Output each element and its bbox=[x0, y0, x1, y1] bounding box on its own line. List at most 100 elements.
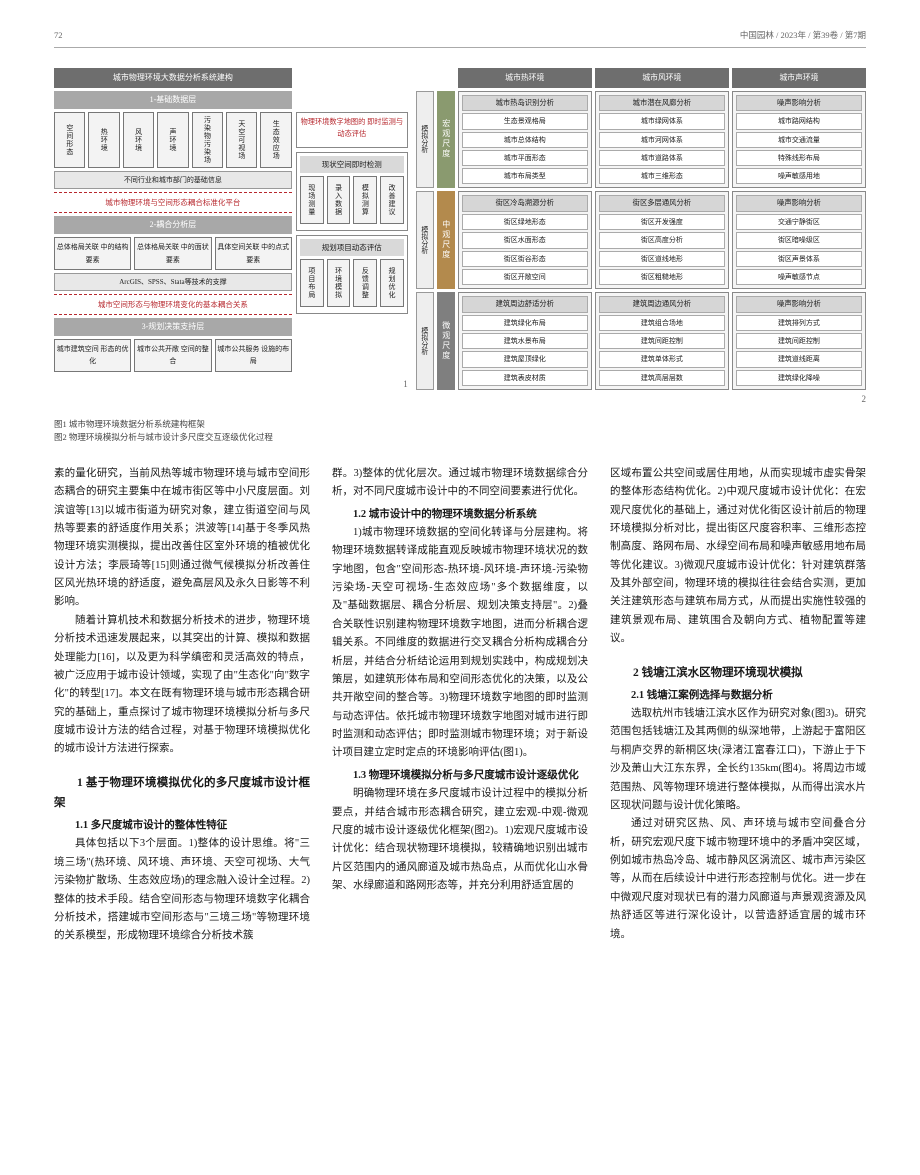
diagram-cell: 模拟测算 bbox=[353, 176, 377, 224]
d2-item: 建筑水景布局 bbox=[462, 333, 588, 349]
diagram-cell: 城市建筑空间 形态的优化 bbox=[54, 339, 131, 372]
d2-item: 街区绿地形态 bbox=[462, 214, 588, 230]
d2-item: 城市道路体系 bbox=[599, 150, 725, 166]
d2-item: 街区水面形态 bbox=[462, 232, 588, 248]
d2-scale-label: 宏观尺度 bbox=[437, 91, 455, 189]
d2-row-label: 模拟分析 bbox=[416, 292, 434, 390]
heading-2: 1.2 城市设计中的物理环境数据分析系统 bbox=[332, 506, 588, 524]
fig2-num: 2 bbox=[416, 392, 866, 408]
d2-item: 建筑组合场地 bbox=[599, 315, 725, 331]
diagram-cell: 空间形态 bbox=[54, 112, 85, 168]
d2-item: 街区街谷形态 bbox=[462, 251, 588, 267]
fig1-red1: 城市物理环境与空间形态耦合标准化平台 bbox=[54, 192, 292, 213]
diagram-cell: 热环境 bbox=[88, 112, 119, 168]
d2-item: 城市交通流量 bbox=[736, 132, 862, 148]
diagram-cell: 改善建议 bbox=[380, 176, 404, 224]
d2-cell: 街区多层通风分析街区开发强度街区高度分析街区道线地形街区粗糙地形 bbox=[595, 191, 729, 289]
diagram-cell: 总体格局关联 中的面状要素 bbox=[134, 237, 211, 270]
d2-item: 街区高度分析 bbox=[599, 232, 725, 248]
d2-cell-title: 噪声影响分析 bbox=[736, 95, 862, 112]
diagram-cell: 规划优化 bbox=[380, 259, 404, 307]
body-columns: 素的量化研究，当前风热等城市物理环境与城市空间形态耦合的研究主要集中在城市街区等… bbox=[54, 465, 866, 946]
d2-item: 城市布局类型 bbox=[462, 168, 588, 184]
heading-2: 1.3 物理环境模拟分析与多尺度城市设计逐级优化 bbox=[332, 767, 588, 785]
heading-2: 1.1 多尺度城市设计的整体性特征 bbox=[54, 817, 310, 835]
column-1: 素的量化研究，当前风热等城市物理环境与城市空间形态耦合的研究主要集中在城市街区等… bbox=[54, 465, 310, 946]
caption-2: 图2 物理环境模拟分析与城市设计多尺度交互逐级优化过程 bbox=[54, 431, 866, 445]
d2-cell-title: 街区多层通风分析 bbox=[599, 195, 725, 212]
body-text: 群。3)整体的优化层次。通过城市物理环境数据综合分析，对不同尺度城市设计中的不同… bbox=[332, 465, 588, 502]
d2-cell: 建筑周边舒适分析建筑绿化布局建筑水景布局建筑屋顶绿化建筑表皮材质 bbox=[458, 292, 592, 390]
d2-item: 街区开发强度 bbox=[599, 214, 725, 230]
d2-item: 噪声敏感用地 bbox=[736, 168, 862, 184]
fig1-aside2-title: 规划项目动态评估 bbox=[300, 239, 404, 256]
column-2: 群。3)整体的优化层次。通过城市物理环境数据综合分析，对不同尺度城市设计中的不同… bbox=[332, 465, 588, 946]
d2-item: 街区暗噪级区 bbox=[736, 232, 862, 248]
d2-item: 特殊线形布局 bbox=[736, 150, 862, 166]
figure-1: 城市物理环境大数据分析系统建构 1-基础数据层 空间形态热环境风环境声环境污染物… bbox=[54, 68, 408, 408]
d2-row-label: 模拟分析 bbox=[416, 191, 434, 289]
d2-cell: 城市潜在风廊分析城市绿网体系城市河网体系城市道路体系城市三维形态 bbox=[595, 91, 729, 189]
d2-item: 建筑屋顶绿化 bbox=[462, 351, 588, 367]
fig1-sec1: 1-基础数据层 bbox=[54, 91, 292, 109]
caption-1: 图1 城市物理环境数据分析系统建构框架 bbox=[54, 418, 866, 432]
d2-cell: 噪声影响分析交通宁静街区街区暗噪级区街区声景体系噪声敏感节点 bbox=[732, 191, 866, 289]
d2-item: 建筑绿化布局 bbox=[462, 315, 588, 331]
body-text: 通过对研究区热、风、声环境与城市空间叠合分析，研究宏观尺度下城市物理环境中的矛盾… bbox=[610, 815, 866, 944]
diagram-cell: 声环境 bbox=[157, 112, 188, 168]
diagram-cell: 录入数据 bbox=[327, 176, 351, 224]
fig1-sec2-note: ArcGIS、SPSS、Stata等技术的支撑 bbox=[54, 273, 292, 291]
body-text: 随着计算机技术和数据分析技术的进步，物理环境分析技术迅速发展起来，以其突出的计算… bbox=[54, 612, 310, 759]
d2-column-header: 城市声环境 bbox=[732, 68, 866, 88]
heading-2: 2.1 钱塘江案例选择与数据分析 bbox=[610, 687, 866, 705]
d2-item: 街区道线地形 bbox=[599, 251, 725, 267]
d2-cell: 噪声影响分析建筑排列方式建筑间距控制建筑道线距离建筑绿化降噪 bbox=[732, 292, 866, 390]
d2-item: 建筑间距控制 bbox=[599, 333, 725, 349]
d2-cell: 建筑周边通风分析建筑组合场地建筑间距控制建筑单体形式建筑高层层数 bbox=[595, 292, 729, 390]
diagram-cell: 污染物污染场 bbox=[192, 112, 223, 168]
fig1-title: 城市物理环境大数据分析系统建构 bbox=[54, 68, 292, 88]
diagram-cell: 环境模拟 bbox=[327, 259, 351, 307]
d2-item: 建筑排列方式 bbox=[736, 315, 862, 331]
d2-item: 建筑高层层数 bbox=[599, 370, 725, 386]
journal-info: 中国园林 / 2023年 / 第39卷 / 第7期 bbox=[740, 28, 866, 43]
d2-item: 街区声景体系 bbox=[736, 251, 862, 267]
d2-item: 城市三维形态 bbox=[599, 168, 725, 184]
diagram-cell: 总体格局关联 中的结构要素 bbox=[54, 237, 131, 270]
d2-item: 建筑绿化降噪 bbox=[736, 370, 862, 386]
d2-item: 城市绿网体系 bbox=[599, 113, 725, 129]
diagram-cell: 天空可视场 bbox=[226, 112, 257, 168]
d2-item: 城市河网体系 bbox=[599, 132, 725, 148]
body-text: 素的量化研究，当前风热等城市物理环境与城市空间形态耦合的研究主要集中在城市街区等… bbox=[54, 465, 310, 612]
d2-cell-title: 建筑周边舒适分析 bbox=[462, 296, 588, 313]
diagram-cell: 现场测量 bbox=[300, 176, 324, 224]
diagram-cell: 城市公共开敞 空间的整合 bbox=[134, 339, 211, 372]
body-text: 区域布置公共空间或居住用地，从而实现城市虚实骨架的整体形态结构优化。2)中观尺度… bbox=[610, 465, 866, 649]
d2-cell-title: 噪声影响分析 bbox=[736, 296, 862, 313]
body-text: 明确物理环境在多尺度城市设计过程中的模拟分析要点，并结合城市形态耦合研究，建立宏… bbox=[332, 785, 588, 895]
body-text: 1)城市物理环境数据的空间化转译与分层建构。将物理环境数据转译成能直观反映城市物… bbox=[332, 524, 588, 763]
diagram-cell: 生态效应场 bbox=[260, 112, 291, 168]
d2-item: 建筑表皮材质 bbox=[462, 370, 588, 386]
d2-cell-title: 街区冷岛溯源分析 bbox=[462, 195, 588, 212]
d2-column-header: 城市风环境 bbox=[595, 68, 729, 88]
diagram-cell: 风环境 bbox=[123, 112, 154, 168]
diagram-cell: 城市公共服务 设施的布局 bbox=[215, 339, 292, 372]
d2-item: 噪声敏感节点 bbox=[736, 269, 862, 285]
body-text: 具体包括以下3个层面。1)整体的设计思维。将"三境三场"(热环境、风环境、声环境… bbox=[54, 835, 310, 945]
d2-item: 建筑间距控制 bbox=[736, 333, 862, 349]
d2-cell-title: 城市潜在风廊分析 bbox=[599, 95, 725, 112]
heading-1: 2 钱塘江滨水区物理环境现状模拟 bbox=[610, 663, 866, 683]
page-number: 72 bbox=[54, 28, 63, 43]
fig1-aside1-title: 现状空间即时检测 bbox=[300, 156, 404, 173]
d2-item: 城市总体结构 bbox=[462, 132, 588, 148]
d2-cell: 噪声影响分析城市路网结构城市交通流量特殊线形布局噪声敏感用地 bbox=[732, 91, 866, 189]
d2-column-header: 城市热环境 bbox=[458, 68, 592, 88]
d2-cell-title: 建筑周边通风分析 bbox=[599, 296, 725, 313]
fig1-sec1-note: 不同行业和城市部门的基础信息 bbox=[54, 171, 292, 189]
d2-cell: 街区冷岛溯源分析街区绿地形态街区水面形态街区街谷形态街区开敞空间 bbox=[458, 191, 592, 289]
d2-item: 交通宁静街区 bbox=[736, 214, 862, 230]
diagram-cell: 反馈调整 bbox=[353, 259, 377, 307]
fig1-aside-title: 物理环境数字地图的 即时监测与动态评估 bbox=[300, 116, 404, 141]
d2-row-label: 模拟分析 bbox=[416, 91, 434, 189]
